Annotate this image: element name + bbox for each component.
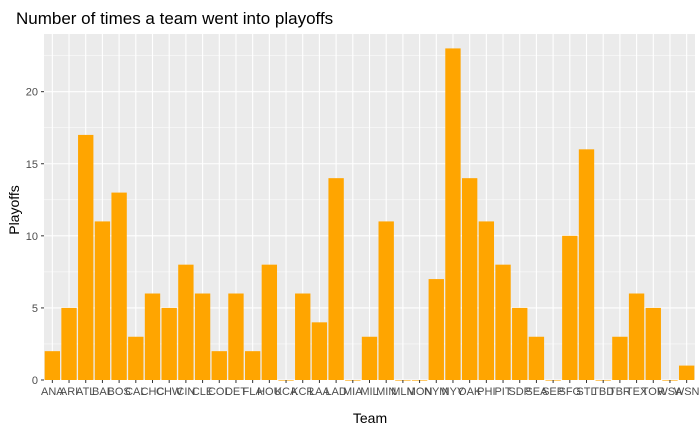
bar-lad [328,178,344,380]
x-tick-label-laa: LAA [309,386,330,398]
x-tick-label-tor: TOR [642,386,665,398]
bar-sdp [512,307,528,380]
x-tick-label-fla: FLA [243,386,264,398]
x-tick-label-det: DET [225,386,247,398]
x-tick-label-ari: ARI [60,386,78,398]
y-axis-title: Playoffs [6,185,22,235]
bar-ana [44,351,61,380]
bar-sea [528,336,545,380]
x-tick-label-hou: HOU [257,386,282,398]
bar-pit [495,264,511,380]
x-tick-label-chc: CHC [141,386,165,398]
x-tick-label-bos: BOS [107,386,130,398]
bar-sfg [562,235,578,380]
x-tick-label-min: MIN [376,386,396,398]
bar-col [211,351,227,380]
bar-kcr [295,293,311,380]
x-tick-label-col: COL [208,386,231,398]
y-tick-label: 15 [26,159,38,171]
x-tick-label-lad: LAD [325,386,346,398]
x-tick-label-tex: TEX [626,386,648,398]
y-tick-label: 0 [32,375,38,387]
x-tick-label-kca: KCA [275,386,298,398]
bar-mil [361,336,378,380]
x-tick-label-nym: NYM [424,386,448,398]
chart-title: Number of times a team went into playoff… [16,9,333,28]
x-tick-label-bal: BAL [92,386,113,398]
x-tick-label-mil: MIL [360,386,378,398]
x-tick-label-mln: MLN [391,386,414,398]
y-tick-label: 20 [26,87,38,99]
x-tick-label-cal: CAL [125,386,146,398]
x-tick-label-sdp: SDP [508,386,531,398]
bar-bal [94,221,111,380]
bar-tex [628,293,645,380]
y-tick-label: 5 [32,303,38,315]
bar-cal [128,336,144,380]
bar-chc [144,293,161,380]
x-tick-label-ana: ANA [41,386,64,398]
bar-atl [78,134,94,380]
x-axis: ANAARIATLBALBOSCALCHCCHWCINCLECOLDETFLAH… [41,380,700,398]
x-tick-label-tbd: TBD [592,386,614,398]
y-tick-label: 10 [26,231,38,243]
x-tick-label-cin: CIN [176,386,195,398]
bar-fla [244,351,261,380]
x-tick-label-wsa: WSA [657,386,683,398]
bar-nyy [445,48,461,381]
bar-nym [428,279,444,380]
bars [44,48,695,381]
bar-hou [261,264,278,380]
bar-ari [61,307,77,380]
bar-phi [478,221,495,380]
x-tick-label-mia: MIA [343,386,363,398]
x-tick-label-nyy: NYY [442,386,465,398]
x-tick-label-atl: ATL [76,386,95,398]
bar-cin [178,264,194,380]
x-tick-label-chw: CHW [156,386,183,398]
x-tick-label-cle: CLE [192,386,213,398]
x-tick-label-mon: MON [407,386,433,398]
x-tick-label-oak: OAK [458,386,482,398]
bar-min [378,221,394,380]
bar-tbr [612,336,628,380]
y-axis: 0 5 10 15 20 [26,87,44,387]
x-tick-label-phi: PHI [477,386,495,398]
bar-det [228,293,244,380]
x-tick-label-kcr: KCR [291,386,314,398]
x-tick-label-wsn: WSN [674,386,700,398]
x-tick-label-sea: SEA [525,386,548,398]
x-tick-label-tbr: TBR [609,386,631,398]
x-tick-label-sfg: SFG [558,386,581,398]
bar-laa [311,322,328,380]
x-tick-label-pit: PIT [494,386,511,398]
x-tick-label-stl: STL [576,386,596,398]
bar-oak [461,178,478,380]
bar-tor [645,307,661,380]
bar-bos [111,192,127,380]
bar-cle [194,293,211,380]
x-tick-label-sep: SEP [542,386,564,398]
bar-chw [161,307,177,380]
x-axis-title: Team [353,410,387,426]
bar-stl [578,149,595,380]
bar-wsn [678,365,695,380]
